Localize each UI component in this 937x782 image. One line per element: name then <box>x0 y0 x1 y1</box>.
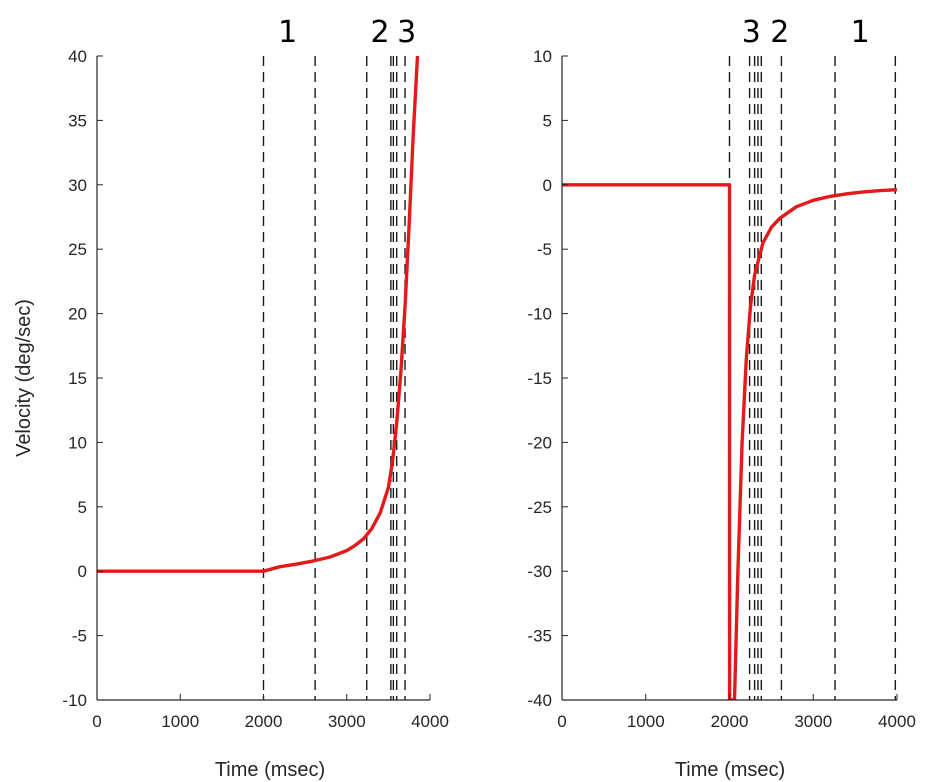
y-tick-label: 10 <box>68 433 87 452</box>
marker-annotation: 3 <box>397 15 416 50</box>
y-tick-label: 5 <box>78 498 87 517</box>
y-tick-label: -15 <box>527 369 552 388</box>
y-tick-label: -10 <box>527 305 552 324</box>
x-tick-label: 1000 <box>161 712 199 731</box>
x-tick-label: 0 <box>92 712 101 731</box>
y-axis-label: Velocity (deg/sec) <box>13 299 35 457</box>
x-tick-label: 2000 <box>245 712 283 731</box>
x-tick-label: 0 <box>557 712 566 731</box>
right-velocity-panel: -40 -35 -30 -25 -20 -15 -10 -5 0 5 10 0 1000 2000 3000… <box>527 15 915 731</box>
y-tick-label: -40 <box>527 691 552 710</box>
y-tick-label: 10 <box>533 47 552 66</box>
x-tick-label: 4000 <box>411 712 449 731</box>
y-tick-label: -10 <box>62 691 87 710</box>
x-tick-label: 3000 <box>794 712 832 731</box>
marker-annotation: 2 <box>371 15 390 50</box>
left-velocity-panel: -10 -5 0 5 10 15 20 25 30 35 40 0 1000 2000 3000 4000 1 2… <box>62 15 448 731</box>
x-tick-label: 2000 <box>711 712 749 731</box>
y-tick-label: 25 <box>68 240 87 259</box>
y-tick-label: 30 <box>68 176 87 195</box>
y-tick-label: -35 <box>527 627 552 646</box>
velocity-series-line <box>562 183 897 700</box>
x-tick-label: 4000 <box>878 712 916 731</box>
x-tick-label: 3000 <box>328 712 366 731</box>
marker-annotation: 3 <box>742 15 761 50</box>
marker-annotation: 1 <box>851 15 870 50</box>
y-tick-label: -30 <box>527 562 552 581</box>
marker-annotation: 2 <box>770 15 789 50</box>
y-tick-label: 0 <box>78 562 87 581</box>
y-tick-label: 5 <box>543 111 552 130</box>
marker-annotation: 1 <box>278 15 297 50</box>
y-tick-label: -5 <box>537 240 552 259</box>
x-axis-label-right: Time (msec) <box>675 759 785 781</box>
x-tick-label: 1000 <box>627 712 665 731</box>
y-tick-label: 40 <box>68 47 87 66</box>
y-tick-label: -25 <box>527 498 552 517</box>
y-tick-label: 35 <box>68 111 87 130</box>
y-tick-label: 15 <box>68 369 87 388</box>
y-tick-label: -5 <box>72 627 87 646</box>
x-axis-label-left: Time (msec) <box>215 759 325 781</box>
velocity-series-line <box>97 56 420 573</box>
y-tick-label: -20 <box>527 433 552 452</box>
y-tick-label: 20 <box>68 305 87 324</box>
y-tick-label: 0 <box>543 176 552 195</box>
